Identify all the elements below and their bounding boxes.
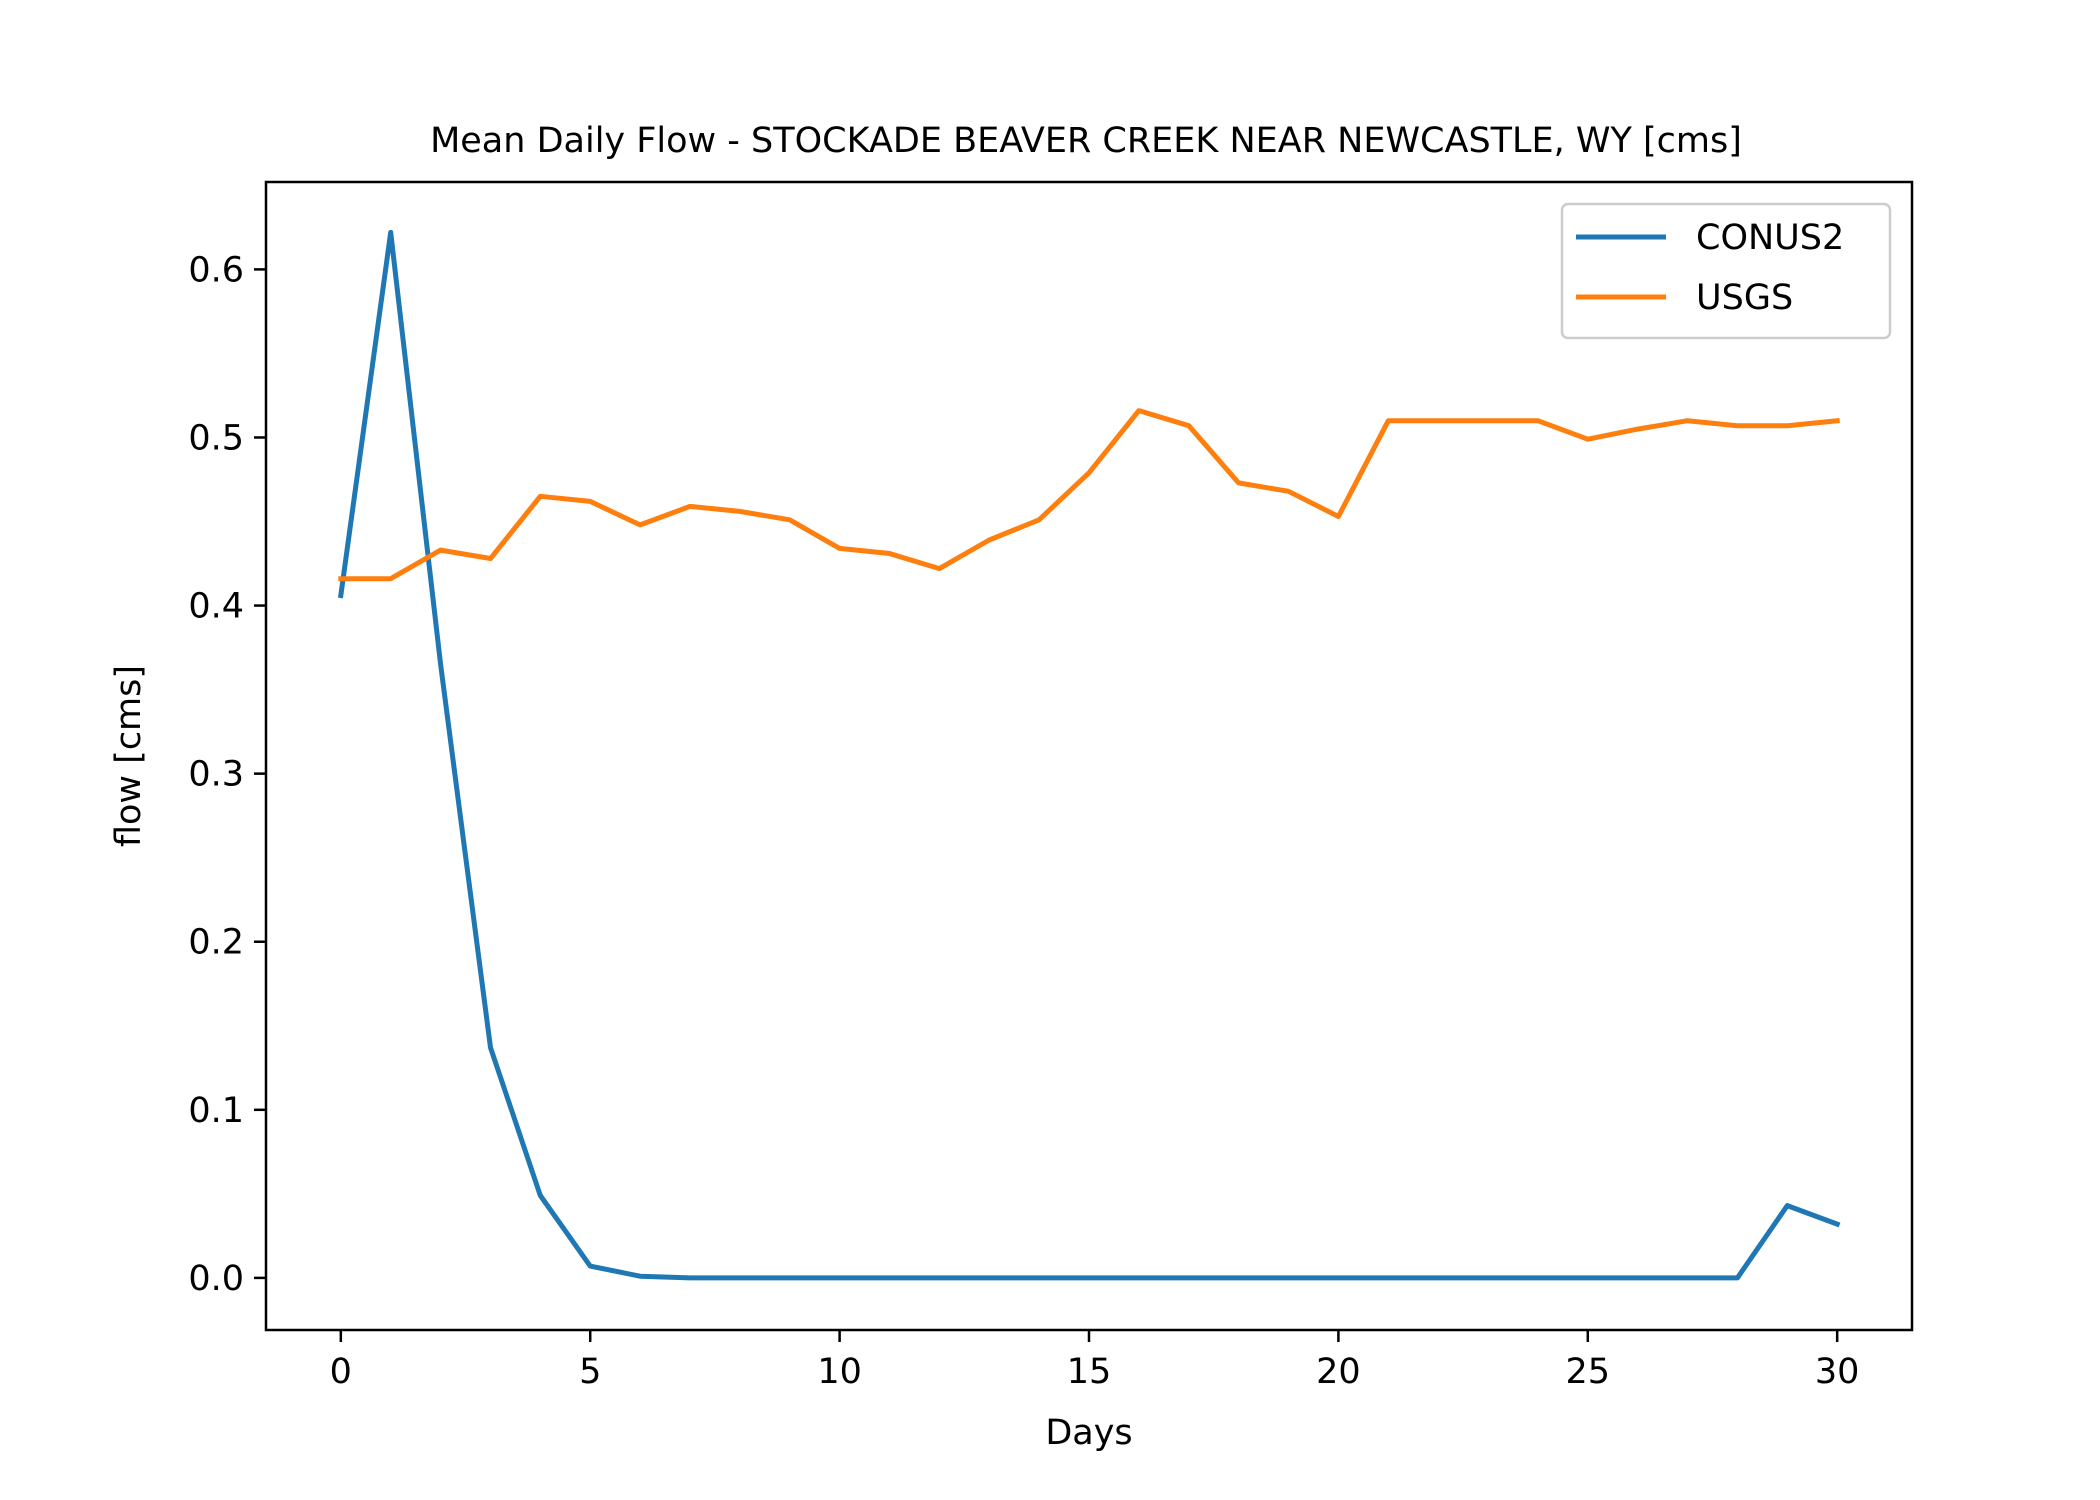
legend-label-conus2: CONUS2 xyxy=(1696,218,1844,258)
plot-area xyxy=(337,229,1841,1281)
x-tick-label: 20 xyxy=(1316,1352,1361,1392)
x-tick-label: 10 xyxy=(817,1352,862,1392)
y-tick-label: 0.1 xyxy=(188,1091,244,1131)
legend: CONUS2 USGS xyxy=(1560,202,1892,340)
y-tick-label: 0.5 xyxy=(188,418,244,458)
y-tick-label: 0.0 xyxy=(188,1259,244,1299)
x-tick-label: 25 xyxy=(1566,1352,1611,1392)
x-tick-label: 30 xyxy=(1815,1352,1860,1392)
y-tick-label: 0.3 xyxy=(188,755,244,795)
series-line-conus2 xyxy=(337,229,1841,1281)
x-tick-label: 5 xyxy=(579,1352,601,1392)
y-axis-label: flow [cms] xyxy=(109,665,149,847)
x-axis-label: Days xyxy=(1045,1413,1132,1453)
y-tick-label: 0.2 xyxy=(188,923,244,963)
axis-ticks: 0 5 10 15 20 25 30 0.0 0.1 0.2 0.3 0.4 0.5 0.6 xyxy=(188,250,1859,1392)
axes-frame xyxy=(264,180,1914,1332)
y-tick-label: 0.4 xyxy=(188,587,244,627)
legend-label-usgs: USGS xyxy=(1696,278,1793,318)
series-line-usgs xyxy=(338,408,1840,582)
x-tick-label: 15 xyxy=(1067,1352,1112,1392)
x-tick-label: 0 xyxy=(330,1352,352,1392)
chart-title: Mean Daily Flow - STOCKADE BEAVER CREEK … xyxy=(430,121,1742,161)
y-tick-label: 0.6 xyxy=(188,250,244,290)
